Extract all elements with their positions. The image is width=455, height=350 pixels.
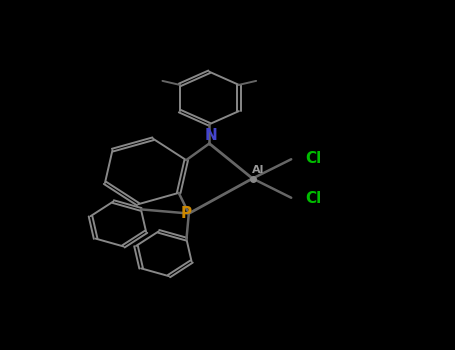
Text: Al: Al	[252, 165, 264, 175]
Text: Cl: Cl	[305, 151, 321, 166]
Text: P: P	[181, 206, 192, 221]
Text: Cl: Cl	[305, 191, 321, 206]
Text: N: N	[204, 128, 217, 143]
